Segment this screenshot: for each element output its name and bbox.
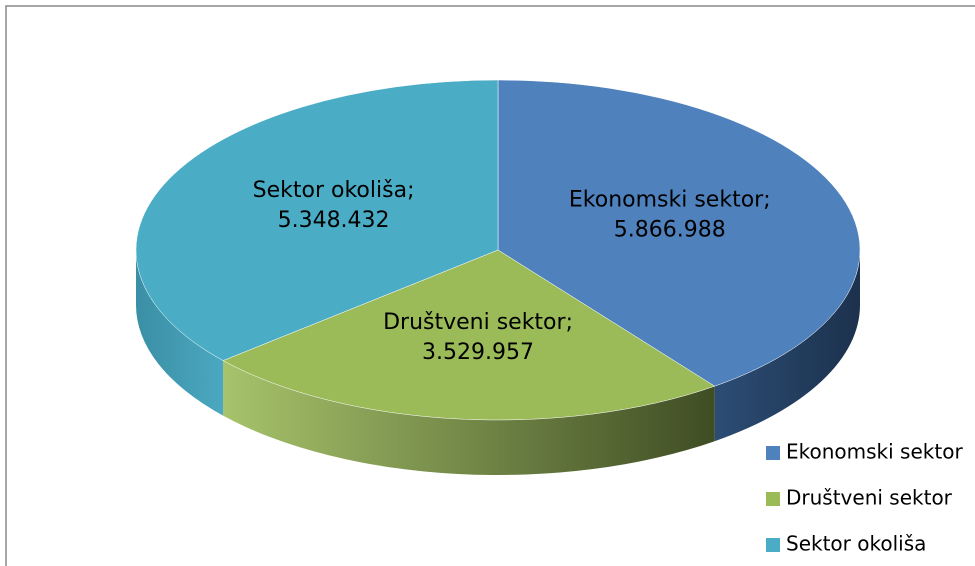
label-separator: ; <box>763 188 770 213</box>
slice <box>135 79 499 361</box>
label-name: Sektor okoliša <box>253 178 407 203</box>
data-label: Ekonomski sektor; 5.866.988 <box>569 188 771 243</box>
data-label: Sektor okoliša; 5.348.432 <box>253 178 415 233</box>
data-label: Društveni sektor; 3.529.957 <box>383 310 573 365</box>
legend-swatch <box>766 538 780 552</box>
legend-swatch <box>766 492 780 506</box>
label-value: 5.348.432 <box>278 208 390 233</box>
legend-swatch <box>766 446 780 460</box>
label-separator: ; <box>566 310 573 335</box>
label-value: 5.866.988 <box>614 218 726 243</box>
legend-label: Ekonomski sektor <box>786 440 963 464</box>
legend-label: Društveni sektor <box>786 486 953 510</box>
slice-side <box>714 250 860 442</box>
slice-side <box>223 360 715 476</box>
label-value: 3.529.957 <box>422 340 534 365</box>
slice <box>222 249 716 421</box>
label-separator: ; <box>407 178 414 203</box>
slice <box>497 79 861 387</box>
slice-side <box>136 250 224 416</box>
legend-label: Sektor okoliša <box>786 532 926 556</box>
label-name: Društveni sektor <box>383 310 566 335</box>
label-name: Ekonomski sektor <box>569 188 764 213</box>
